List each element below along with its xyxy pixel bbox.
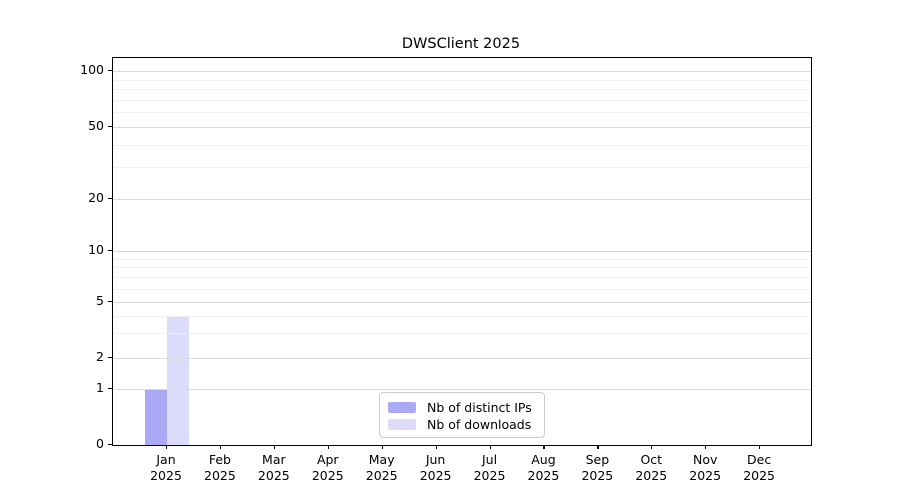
gridline-major-2 (113, 358, 811, 359)
gridline-major-1 (113, 389, 811, 390)
x-tick-label-sep: Sep 2025 (581, 452, 614, 483)
x-tick-mark-jul (489, 445, 491, 449)
x-tick-mark-dec (759, 445, 761, 449)
y-tick-mark-2 (108, 357, 112, 359)
gridline-minor-8 (113, 267, 811, 269)
y-tick-mark-20 (108, 198, 112, 200)
x-tick-label-apr: Apr 2025 (311, 452, 344, 483)
gridline-minor-7 (113, 277, 811, 279)
x-tick-label-jul: Jul 2025 (473, 452, 506, 483)
y-tick-mark-5 (108, 301, 112, 303)
x-tick-label-nov: Nov 2025 (689, 452, 722, 483)
x-tick-label-may: May 2025 (365, 452, 398, 483)
legend: Nb of distinct IPs Nb of downloads (379, 392, 545, 438)
x-tick-mark-sep (597, 445, 599, 449)
x-tick-mark-aug (543, 445, 545, 449)
x-tick-label-dec: Dec 2025 (743, 452, 776, 483)
x-tick-label-feb: Feb 2025 (204, 452, 236, 483)
legend-swatch-distinct-ips (388, 402, 416, 413)
gridline-minor-3 (113, 333, 811, 335)
gridline-major-20 (113, 199, 811, 200)
y-tick-label-50: 50 (88, 118, 104, 133)
bar-downloads-jan (167, 315, 189, 445)
plot-area: Nb of distinct IPs Nb of downloads (112, 57, 812, 446)
gridline-minor-40 (113, 144, 811, 146)
bar-distinct-ips-jan (145, 389, 167, 445)
x-tick-mark-nov (705, 445, 707, 449)
gridline-minor-4 (113, 315, 811, 317)
y-tick-mark-100 (108, 70, 112, 72)
y-tick-label-1: 1 (96, 380, 104, 395)
x-tick-label-oct: Oct 2025 (635, 452, 668, 483)
y-tick-label-0: 0 (96, 435, 104, 451)
x-tick-label-mar: Mar 2025 (257, 452, 290, 483)
gridline-major-5 (113, 302, 811, 303)
gridline-major-50 (113, 127, 811, 128)
x-tick-label-aug: Aug 2025 (527, 452, 560, 483)
legend-entry-downloads: Nb of downloads (388, 416, 536, 433)
y-tick-mark-0 (108, 443, 112, 445)
x-tick-mark-mar (273, 445, 276, 449)
y-tick-label-2: 2 (96, 349, 104, 364)
y-tick-label-100: 100 (80, 62, 104, 77)
x-tick-mark-feb (219, 445, 222, 449)
x-tick-mark-oct (651, 445, 653, 449)
y-tick-label-20: 20 (88, 190, 104, 205)
y-tick-label-5: 5 (96, 293, 104, 308)
legend-swatch-downloads (388, 419, 416, 430)
chart-title: DWSClient 2025 (401, 36, 521, 52)
x-tick-mark-apr (327, 445, 329, 449)
gridline-minor-90 (113, 79, 811, 81)
y-tick-label-10: 10 (88, 242, 104, 257)
gridline-minor-80 (113, 89, 811, 91)
x-tick-mark-may (381, 445, 383, 449)
x-tick-label-jan: Jan 2025 (150, 452, 182, 483)
legend-label-distinct-ips: Nb of distinct IPs (427, 400, 532, 415)
x-tick-label-jun: Jun 2025 (419, 452, 452, 483)
gridline-major-10 (113, 251, 811, 252)
gridline-minor-60 (113, 112, 811, 114)
y-tick-mark-50 (108, 126, 112, 128)
legend-entry-distinct-ips: Nb of distinct IPs (388, 399, 536, 416)
gridline-minor-30 (113, 167, 811, 169)
legend-label-downloads: Nb of downloads (427, 417, 532, 432)
gridline-minor-9 (113, 258, 811, 260)
x-tick-mark-jan (166, 445, 168, 449)
x-tick-mark-jun (435, 445, 437, 449)
y-tick-mark-10 (108, 250, 112, 252)
gridline-minor-6 (113, 288, 811, 290)
y-tick-mark-1 (108, 388, 112, 390)
gridline-major-100 (113, 71, 811, 72)
gridline-minor-70 (113, 99, 811, 101)
